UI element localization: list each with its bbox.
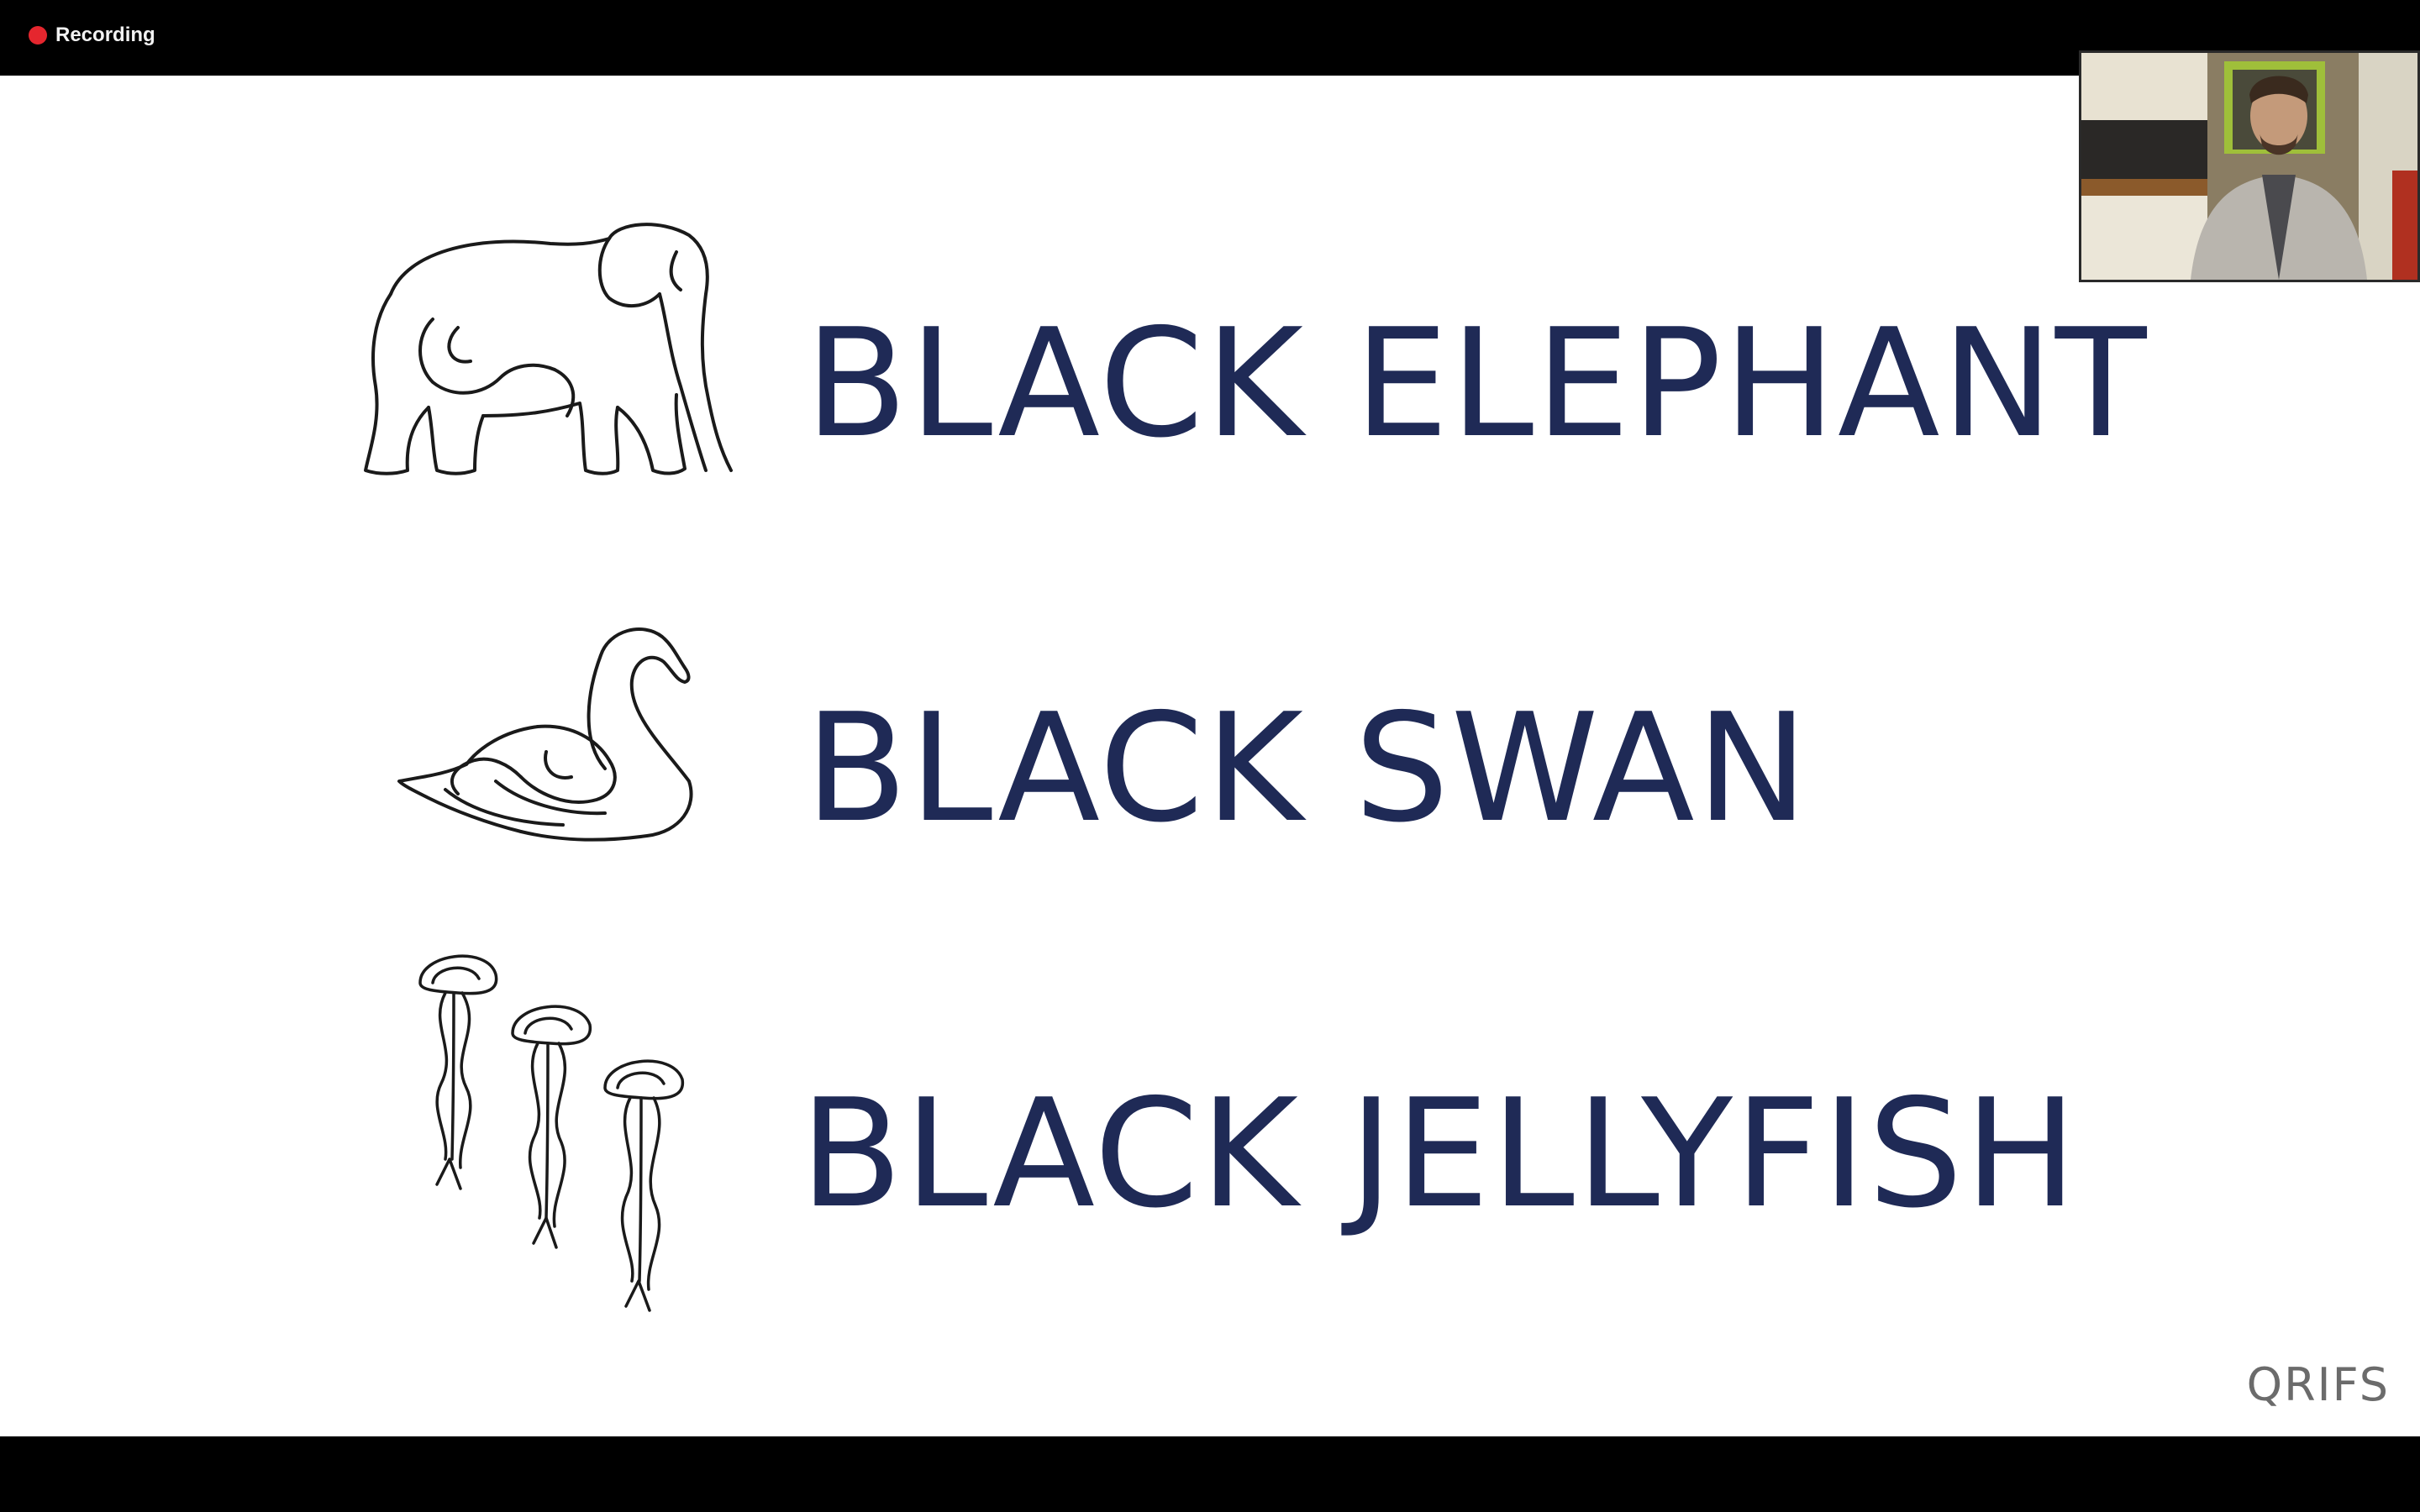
jellyfish-icon [418,954,685,1312]
elephant-icon [364,223,733,475]
presentation-slide: BLACK ELEPHANT BLACK SWAN [0,76,2420,1436]
black-elephant-title: BLACK ELEPHANT [805,297,2149,470]
meeting-bottom-bar [0,1436,2420,1512]
row-black-jellyfish: BLACK JELLYFISH [800,1079,2079,1229]
participant-video-tile[interactable] [2079,50,2420,282]
black-swan-title: BLACK SWAN [805,681,1810,855]
recording-label: Recording [55,24,155,46]
meeting-top-bar: Recording [0,0,2420,76]
brand-logo: QRIFS [2246,1358,2390,1411]
swan-icon [397,627,693,842]
black-jellyfish-title: BLACK JELLYFISH [800,1067,2079,1241]
recording-dot-icon [29,26,47,45]
recording-indicator[interactable]: Recording [29,24,155,47]
row-black-swan: BLACK SWAN [805,694,1810,843]
row-black-elephant: BLACK ELEPHANT [805,309,2149,459]
participant-video-icon [2081,53,2417,280]
